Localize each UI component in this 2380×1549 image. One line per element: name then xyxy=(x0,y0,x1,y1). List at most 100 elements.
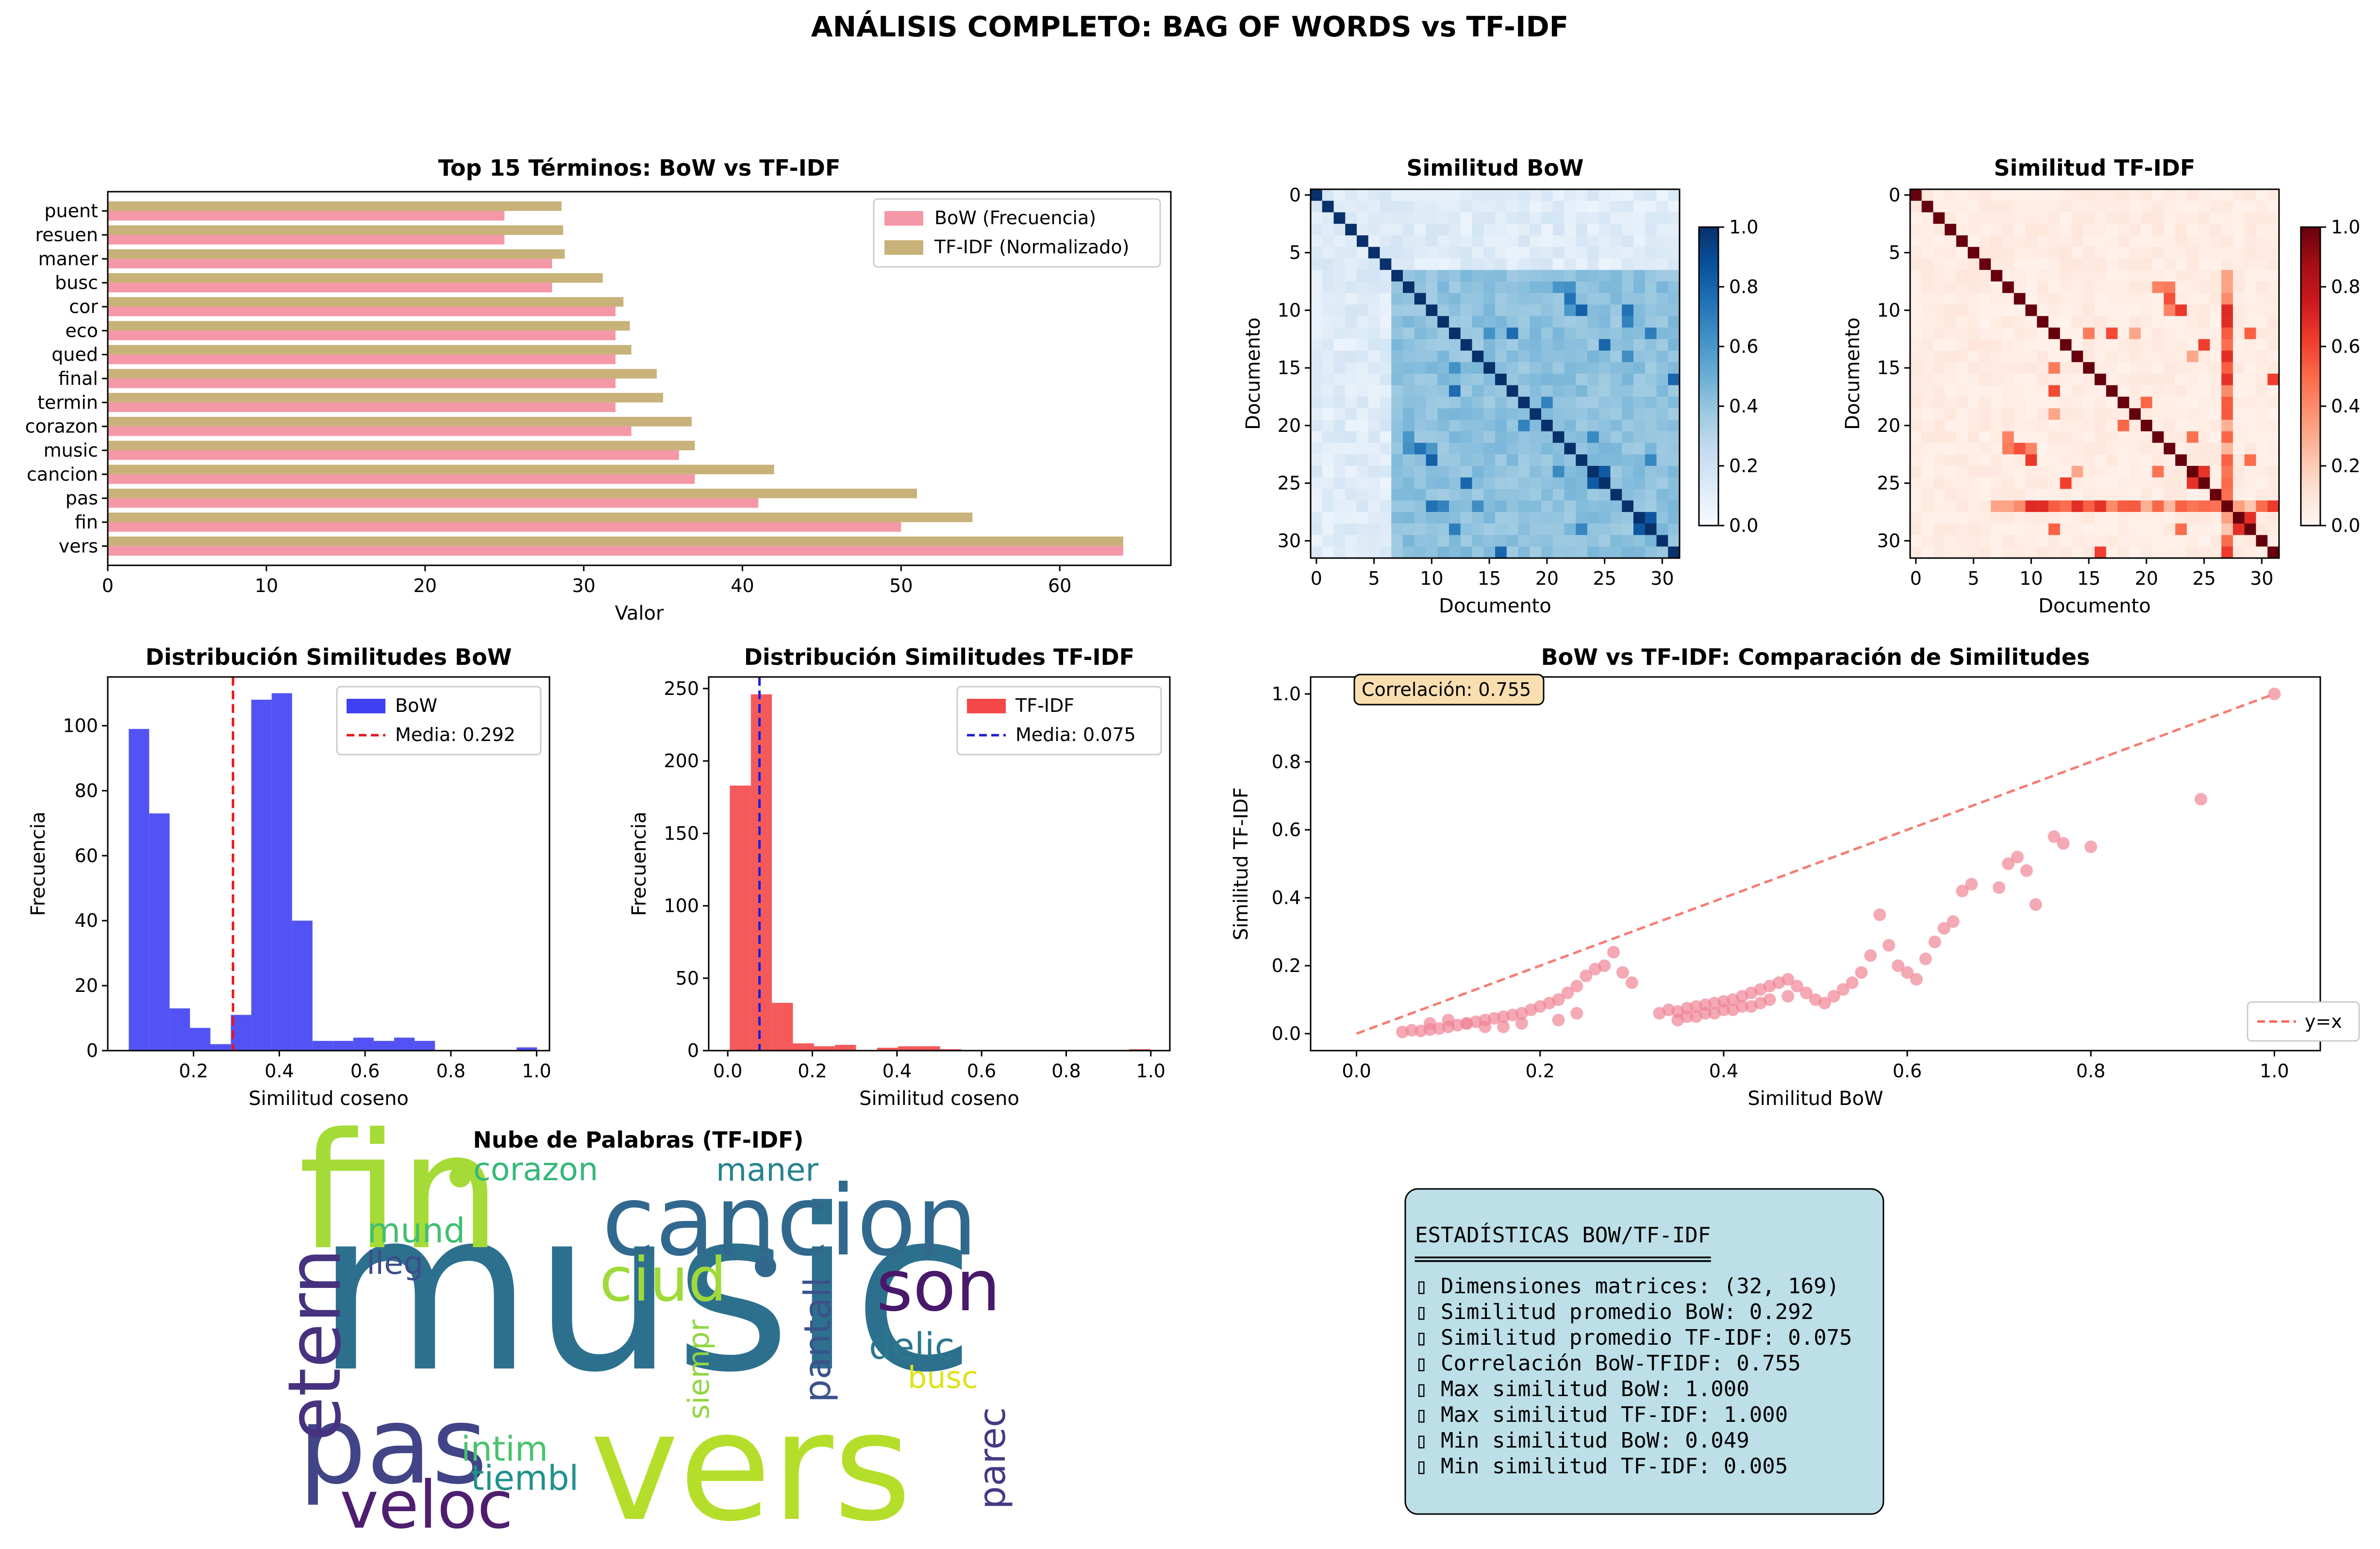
heatmap-cell xyxy=(1322,420,1334,432)
heatmap-cell xyxy=(1656,339,1668,351)
legend-swatch xyxy=(967,699,1006,713)
heatmap-cell xyxy=(1587,212,1599,224)
heatmap-cell xyxy=(1991,489,2003,501)
heatmap-cell xyxy=(2002,316,2014,328)
heatmap-cell xyxy=(1645,316,1657,328)
heatmap-cell xyxy=(1564,189,1576,201)
heatmap-cell xyxy=(1483,270,1496,282)
similarity-scatter: BoW vs TF-IDF: Comparación de Similitude… xyxy=(1230,644,2360,1110)
heatmap-cell xyxy=(2141,281,2153,294)
heatmap-cell xyxy=(1576,293,1588,305)
heatmap-cell xyxy=(2233,385,2245,397)
heatmap-cell xyxy=(1472,512,1484,524)
heatmap-cell xyxy=(1656,316,1668,328)
heatmap-cell xyxy=(1380,328,1392,340)
heatmap-cell xyxy=(1945,270,1957,282)
heatmap-cell xyxy=(1380,489,1392,501)
legend-swatch-tfidf xyxy=(884,240,923,255)
heatmap-cell xyxy=(1345,466,1357,478)
x-tick-label: 5 xyxy=(1968,568,1980,589)
heatmap-cell xyxy=(1656,224,1668,236)
stats-lines: ▯ Dimensiones matrices: (32, 169)▯ Simil… xyxy=(1415,1274,1852,1479)
heatmap-cell xyxy=(2129,477,2141,490)
heatmap-cell xyxy=(1437,281,1449,294)
heatmap-cell xyxy=(1414,385,1427,397)
heatmap-cell xyxy=(2048,374,2061,386)
heatmap-cell xyxy=(1945,316,1957,328)
heatmap-cell xyxy=(2117,224,2130,236)
heatmap-cell xyxy=(2187,443,2199,455)
heatmap-cell xyxy=(2129,374,2141,386)
heatmap-cell xyxy=(1921,546,1934,559)
heatmap-cell xyxy=(1391,512,1403,524)
heatmap-cell xyxy=(2025,535,2037,547)
heatmap-cell xyxy=(1541,523,1553,536)
heatmap-cell xyxy=(1979,535,1991,547)
heatmap-cell xyxy=(1576,212,1588,224)
heatmap-cell xyxy=(1345,350,1357,363)
heatmap-cell xyxy=(1414,523,1427,536)
heatmap-cell xyxy=(1311,350,1323,363)
heatmap-cell xyxy=(2187,431,2199,444)
heatmap-cell xyxy=(2060,408,2072,420)
heatmap-cell xyxy=(1956,477,1968,490)
heatmap-cell xyxy=(1587,396,1599,409)
heatmap-cell xyxy=(2048,385,2061,397)
heatmap-cell xyxy=(1449,512,1461,524)
heatmap-cell xyxy=(1991,339,2003,351)
heatmap-cell xyxy=(2267,362,2280,374)
heatmap-cell xyxy=(1495,396,1507,409)
heatmap-cell xyxy=(2106,408,2118,420)
heatmap-cell xyxy=(1910,385,1922,397)
heatmap-cell xyxy=(1311,431,1323,444)
heatmap-cell xyxy=(1437,512,1449,524)
heatmap-cell xyxy=(2002,374,2014,386)
heatmap-cell xyxy=(2210,189,2222,201)
y-tick-label: 100 xyxy=(63,715,98,736)
heatmap-cell xyxy=(1967,500,1980,512)
heatmap-cell xyxy=(2187,535,2199,547)
heatmap-cell xyxy=(1449,546,1461,559)
heatmap-cell xyxy=(2025,385,2037,397)
scatter-point xyxy=(1993,881,2006,894)
heatmap-cell xyxy=(1333,247,1346,259)
heatmap-cell xyxy=(1437,546,1449,559)
heatmap-cell xyxy=(1552,454,1565,466)
heatmap-cell xyxy=(2014,247,2026,259)
heatmap-cell xyxy=(1933,350,1945,363)
heatmap-cell xyxy=(2187,500,2199,512)
bar-tfidf xyxy=(108,369,657,379)
heatmap-cell xyxy=(1403,396,1415,409)
heatmap-cell xyxy=(1460,546,1473,559)
heatmap-cell xyxy=(1541,362,1553,374)
heatmap-cell xyxy=(1933,362,1945,374)
heatmap-cell xyxy=(1426,443,1438,455)
heatmap-cell xyxy=(1483,546,1496,559)
heatmap-cell xyxy=(2117,350,2130,363)
heatmap-cell xyxy=(1518,189,1530,201)
heatmap-cell xyxy=(2048,304,2061,316)
heatmap-cell xyxy=(2221,489,2233,501)
heatmap-cell xyxy=(2141,489,2153,501)
heatmap-cell xyxy=(2164,431,2176,444)
heatmap-cell xyxy=(2210,512,2222,524)
heatmap-cell xyxy=(1967,339,1980,351)
scatter-point xyxy=(1552,993,1565,1006)
heatmap-cell xyxy=(1530,350,1542,363)
heatmap-cell xyxy=(1322,489,1334,501)
y-axis-label: Documento xyxy=(1242,317,1265,430)
colorbar-tick-label: 1.0 xyxy=(1729,216,1758,238)
heatmap-cell xyxy=(1552,350,1565,363)
heatmap-cell xyxy=(1333,408,1346,420)
heatmap-cell xyxy=(1645,489,1657,501)
heatmap-cell xyxy=(1910,258,1922,270)
heatmap-cell xyxy=(2037,270,2049,282)
heatmap-cell xyxy=(2037,293,2049,305)
heatmap-cell xyxy=(1622,477,1634,490)
heatmap-cell xyxy=(1564,408,1576,420)
heatmap-cell xyxy=(2083,431,2095,444)
histogram-bar xyxy=(149,813,170,1051)
scatter-point xyxy=(1515,1017,1528,1030)
heatmap-cell xyxy=(1437,374,1449,386)
heatmap-cell xyxy=(2244,270,2257,282)
